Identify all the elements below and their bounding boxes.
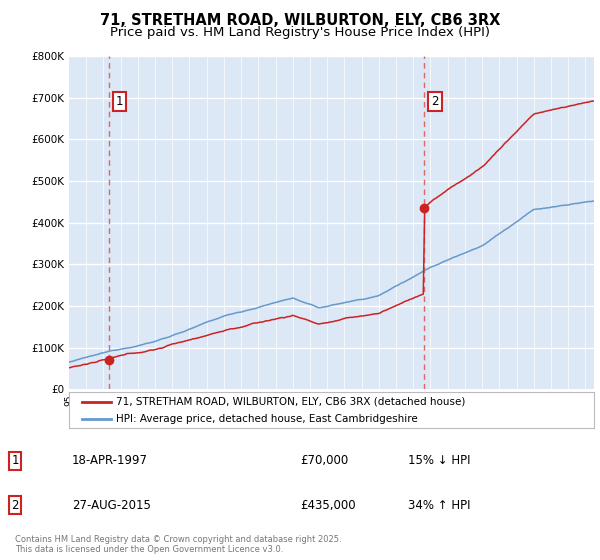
Text: Price paid vs. HM Land Registry's House Price Index (HPI): Price paid vs. HM Land Registry's House … — [110, 26, 490, 39]
Text: 71, STRETHAM ROAD, WILBURTON, ELY, CB6 3RX: 71, STRETHAM ROAD, WILBURTON, ELY, CB6 3… — [100, 13, 500, 28]
Text: £70,000: £70,000 — [300, 454, 348, 467]
Text: 15% ↓ HPI: 15% ↓ HPI — [408, 454, 470, 467]
Text: HPI: Average price, detached house, East Cambridgeshire: HPI: Average price, detached house, East… — [116, 414, 418, 423]
Text: £435,000: £435,000 — [300, 499, 356, 512]
Text: 27-AUG-2015: 27-AUG-2015 — [72, 499, 151, 512]
Text: 2: 2 — [11, 499, 19, 512]
Text: 1: 1 — [11, 454, 19, 467]
Text: 1: 1 — [115, 95, 123, 108]
Text: 71, STRETHAM ROAD, WILBURTON, ELY, CB6 3RX (detached house): 71, STRETHAM ROAD, WILBURTON, ELY, CB6 3… — [116, 397, 466, 407]
Text: 2: 2 — [431, 95, 439, 108]
Text: Contains HM Land Registry data © Crown copyright and database right 2025.
This d: Contains HM Land Registry data © Crown c… — [15, 535, 341, 554]
Text: 18-APR-1997: 18-APR-1997 — [72, 454, 148, 467]
Text: 34% ↑ HPI: 34% ↑ HPI — [408, 499, 470, 512]
